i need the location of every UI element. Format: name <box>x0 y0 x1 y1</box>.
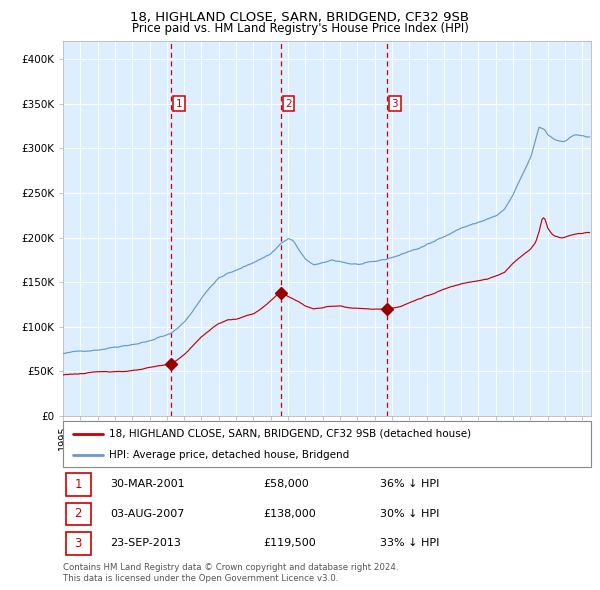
Text: 23-SEP-2013: 23-SEP-2013 <box>110 539 181 548</box>
Text: Price paid vs. HM Land Registry's House Price Index (HPI): Price paid vs. HM Land Registry's House … <box>131 22 469 35</box>
Text: 3: 3 <box>392 99 398 109</box>
Text: 18, HIGHLAND CLOSE, SARN, BRIDGEND, CF32 9SB (detached house): 18, HIGHLAND CLOSE, SARN, BRIDGEND, CF32… <box>109 429 472 439</box>
Text: £58,000: £58,000 <box>263 480 310 489</box>
Text: 3: 3 <box>74 537 82 550</box>
Text: 2: 2 <box>74 507 82 520</box>
Text: £138,000: £138,000 <box>263 509 316 519</box>
Text: 30-MAR-2001: 30-MAR-2001 <box>110 480 185 489</box>
FancyBboxPatch shape <box>65 473 91 496</box>
Text: 18, HIGHLAND CLOSE, SARN, BRIDGEND, CF32 9SB: 18, HIGHLAND CLOSE, SARN, BRIDGEND, CF32… <box>131 11 470 24</box>
Text: Contains HM Land Registry data © Crown copyright and database right 2024.: Contains HM Land Registry data © Crown c… <box>63 563 398 572</box>
Text: 2: 2 <box>285 99 292 109</box>
Text: 33% ↓ HPI: 33% ↓ HPI <box>380 539 439 548</box>
Text: 36% ↓ HPI: 36% ↓ HPI <box>380 480 439 489</box>
Text: HPI: Average price, detached house, Bridgend: HPI: Average price, detached house, Brid… <box>109 450 350 460</box>
FancyBboxPatch shape <box>65 503 91 525</box>
FancyBboxPatch shape <box>63 421 591 467</box>
Text: This data is licensed under the Open Government Licence v3.0.: This data is licensed under the Open Gov… <box>63 574 338 583</box>
Text: 30% ↓ HPI: 30% ↓ HPI <box>380 509 439 519</box>
FancyBboxPatch shape <box>65 532 91 555</box>
Text: 1: 1 <box>175 99 182 109</box>
Text: 1: 1 <box>74 478 82 491</box>
Text: 03-AUG-2007: 03-AUG-2007 <box>110 509 185 519</box>
Text: £119,500: £119,500 <box>263 539 316 548</box>
